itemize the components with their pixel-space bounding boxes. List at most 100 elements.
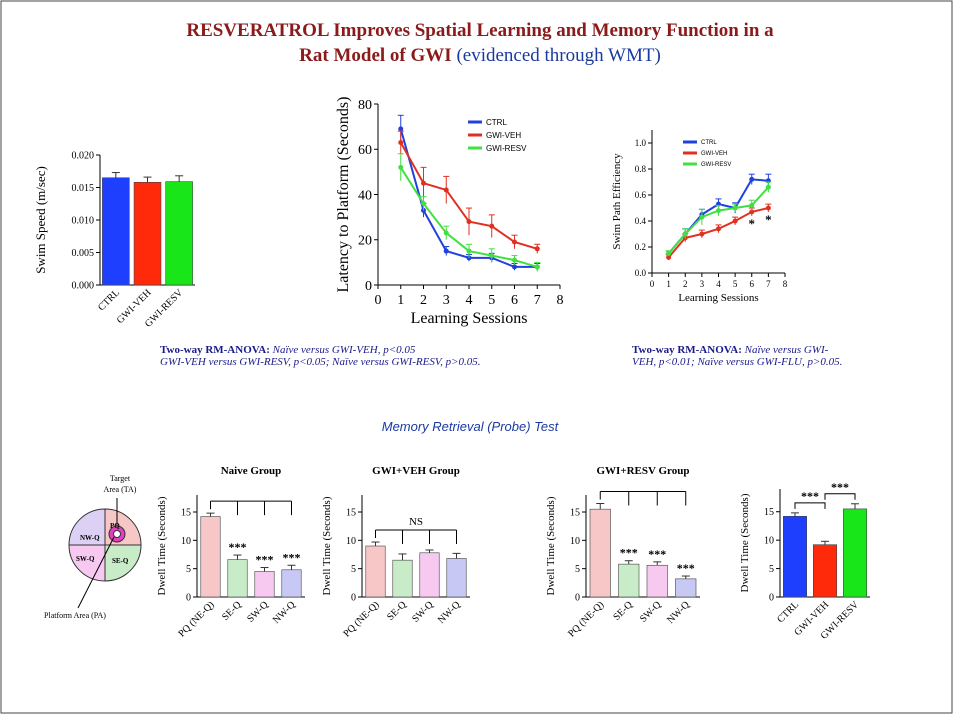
x-tick-label: 0: [650, 279, 655, 289]
bar: [420, 553, 439, 597]
y-axis-label: Swim Speed (m/sec): [33, 166, 48, 274]
legend-label: GWI-VEH: [486, 131, 521, 140]
bar: [393, 560, 412, 597]
bar: [813, 545, 836, 597]
y-tick-label: 0: [351, 593, 356, 604]
significance: ***: [229, 540, 247, 554]
y-tick-label: 10: [346, 536, 356, 547]
x-tick-label: 3: [443, 293, 450, 308]
x-tick-label: 2: [420, 293, 427, 308]
y-tick-label: 0.2: [635, 242, 646, 252]
point: [467, 219, 472, 224]
note-left-2: GWI-VEH versus GWI-RESV, p<0.05; Naïve v…: [160, 356, 481, 368]
bar: [102, 178, 129, 285]
y-tick-label: 15: [570, 508, 580, 519]
y-tick-label: 15: [764, 507, 774, 518]
bar: [783, 516, 806, 597]
significance: ***: [620, 546, 638, 560]
bar: [134, 182, 161, 285]
point: [398, 165, 403, 170]
legend-label: CTRL: [486, 118, 507, 127]
slide: RESVERATROL Improves Spatial Learning an…: [0, 0, 961, 721]
y-tick-label: 10: [181, 536, 191, 547]
bar: [166, 182, 193, 285]
point: [444, 249, 449, 254]
x-tick-label: 7: [766, 279, 771, 289]
chart-title: GWI+RESV Group: [597, 465, 690, 477]
y-axis-label: Dwell Time (Seconds): [156, 496, 168, 595]
point: [512, 264, 517, 269]
bar: [647, 565, 668, 597]
quadrant-label: PQ: [110, 522, 120, 530]
note-right-1: Two-way RM-ANOVA: Naïve versus GWI-: [632, 344, 829, 356]
bar: [366, 546, 385, 597]
significance: *: [749, 216, 756, 231]
x-tick-label: 6: [750, 279, 755, 289]
y-tick-label: 1.0: [635, 138, 647, 148]
bar: [447, 558, 466, 597]
y-tick-label: 0: [575, 593, 580, 604]
legend-label: CTRL: [701, 140, 717, 146]
y-tick-label: 5: [351, 564, 356, 575]
point: [716, 226, 721, 231]
x-tick-label: 3: [700, 279, 705, 289]
point: [444, 187, 449, 192]
note-text: Naïve versus GWI-VEH, p<0.05: [272, 344, 416, 356]
bar: [590, 509, 611, 597]
title-bold: Rat Model of GWI: [299, 45, 452, 66]
x-tick-label: 2: [683, 279, 688, 289]
quadrant-label: NW-Q: [80, 534, 100, 542]
x-tick-label: 0: [375, 293, 382, 308]
chart-title: Naive Group: [221, 465, 282, 477]
x-tick-label: 1: [397, 293, 404, 308]
y-tick-label: 0.000: [72, 281, 95, 292]
y-tick-label: 0.015: [72, 183, 95, 194]
x-tick-label: 6: [511, 293, 518, 308]
significance: ***: [256, 553, 274, 567]
note-text: Naïve versus GWI-: [744, 344, 829, 356]
point: [699, 215, 704, 220]
title-line1: RESVERATROL Improves Spatial Learning an…: [186, 20, 774, 41]
y-tick-label: 0.005: [72, 248, 95, 259]
point: [766, 206, 771, 211]
x-tick-label: 7: [534, 293, 541, 308]
y-tick-label: 80: [358, 98, 372, 113]
y-tick-label: 5: [769, 564, 774, 575]
title-note: (evidenced through WMT): [456, 45, 660, 66]
significance: ***: [648, 547, 666, 561]
y-axis-label: Dwell Time (Seconds): [545, 496, 557, 595]
page: RESVERATROL Improves Spatial Learning an…: [0, 0, 961, 721]
point: [716, 208, 721, 213]
point: [749, 203, 754, 208]
point: [512, 258, 517, 263]
point: [766, 185, 771, 190]
x-axis-label: Learning Sessions: [411, 310, 528, 327]
y-axis-label: Latency to Platform (Seconds): [335, 97, 352, 293]
note-right-2: VEH, p<0.01; Naïve versus GWI-FLU, p>0.0…: [632, 356, 842, 368]
note-bold: Two-way RM-ANOVA:: [632, 344, 742, 356]
chart-title: GWI+VEH Group: [372, 465, 460, 477]
point: [512, 240, 517, 245]
y-tick-label: 0.010: [72, 216, 95, 227]
y-tick-label: 20: [358, 234, 372, 249]
note-bold: Two-way RM-ANOVA:: [160, 344, 270, 356]
point: [535, 264, 540, 269]
significance: ***: [677, 561, 695, 575]
x-tick-label: 8: [783, 279, 788, 289]
bar: [843, 509, 866, 597]
significance: ***: [801, 489, 819, 503]
y-tick-label: 0: [769, 593, 774, 604]
significance: *: [765, 212, 772, 227]
y-tick-label: 0: [186, 593, 191, 604]
point: [699, 232, 704, 237]
point: [421, 181, 426, 186]
y-tick-label: 10: [764, 536, 774, 547]
bar: [201, 517, 220, 597]
bar: [282, 570, 301, 597]
point: [535, 246, 540, 251]
point: [467, 249, 472, 254]
probe-heading: Memory Retrieval (Probe) Test: [382, 419, 560, 434]
quadrant-label: SE-Q: [112, 557, 129, 565]
point: [398, 126, 403, 131]
target-label: Area (TA): [104, 485, 137, 494]
